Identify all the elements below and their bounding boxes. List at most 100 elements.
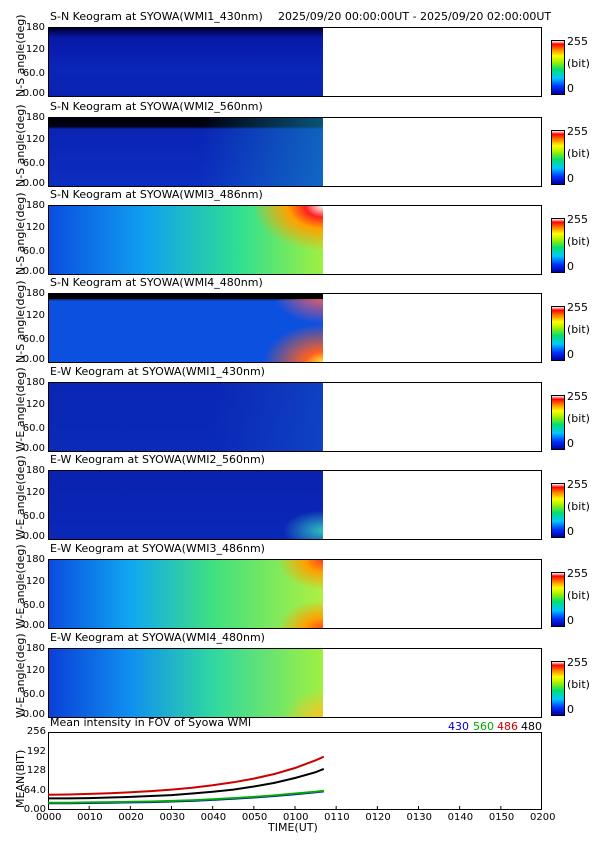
y-tick-label: 0.00: [22, 88, 45, 100]
keogram-image: [49, 28, 323, 96]
colorbar: [551, 395, 565, 450]
colorbar: [551, 306, 565, 361]
y-tick-label: 60.0: [22, 333, 45, 345]
keogram-title: S-N Keogram at SYOWA(WMI2_560nm): [50, 100, 263, 113]
y-tick-label: 120: [25, 487, 45, 499]
keogram-image: [49, 649, 323, 717]
colorbar-unit-label: (bit): [567, 323, 590, 336]
colorbar-min-label: 0: [567, 525, 574, 538]
colorbar-max-label: 255: [567, 125, 588, 138]
keogram-plot: [48, 117, 542, 187]
colorbar: [551, 572, 565, 627]
keogram-image: [49, 560, 323, 628]
mean-x-tick-label: 0020: [118, 812, 144, 823]
mean-x-tick-label: 0030: [159, 812, 185, 823]
series-line-486: [48, 755, 325, 796]
mean-ylabel: MEAN(BIT): [14, 749, 27, 808]
keogram-plot: [48, 27, 542, 97]
colorbar-unit-label: (bit): [567, 235, 590, 248]
y-tick-label: 0.00: [22, 266, 45, 278]
colorbar-max-label: 255: [567, 567, 588, 580]
keogram-image: [49, 294, 323, 362]
mean-x-tick-label: 0040: [200, 812, 227, 823]
y-tick-label: 180: [25, 200, 45, 212]
mean-x-tick-label: 0150: [488, 812, 515, 823]
mean-x-tick-label: 0110: [324, 812, 350, 823]
mean-y-tick-label: 256: [26, 726, 46, 737]
colorbar-unit-label: (bit): [567, 589, 590, 602]
keogram-plot: [48, 205, 542, 275]
colorbar-max-label: 255: [567, 301, 588, 314]
y-tick-label: 180: [25, 554, 45, 566]
keogram-plot: [48, 293, 542, 363]
keogram-image: [49, 471, 323, 539]
mean-y-tick-label: 0.00: [23, 804, 46, 815]
colorbar-min-label: 0: [567, 260, 574, 273]
y-tick-label: 60.0: [22, 688, 45, 700]
mean-intensity-chart: [48, 732, 542, 810]
y-tick-label: 120: [25, 134, 45, 146]
keogram-title: E-W Keogram at SYOWA(WMI4_480nm): [50, 631, 265, 644]
legend-480: 480: [521, 720, 542, 733]
mean-x-tick-label: 0200: [530, 812, 556, 823]
series-line-560: [48, 789, 324, 804]
keogram-plot: [48, 470, 542, 540]
mean-y-tick-label: 128: [26, 765, 46, 776]
series-line-480: [48, 767, 325, 800]
keogram-plot: [48, 648, 542, 718]
colorbar-unit-label: (bit): [567, 500, 590, 513]
colorbar-min-label: 0: [567, 82, 574, 95]
keogram-image: [49, 118, 323, 186]
keogram-title: E-W Keogram at SYOWA(WMI3_486nm): [50, 542, 265, 555]
header-range: 2025/09/20 00:00:00UT - 2025/09/20 02:00…: [278, 10, 552, 23]
mean-y-tick-label: 64.0: [23, 784, 46, 796]
y-tick-label: 0.00: [22, 709, 45, 721]
y-tick-label: 0.00: [22, 531, 45, 543]
y-tick-label: 0.00: [22, 443, 45, 455]
y-tick-label: 60.0: [22, 245, 45, 257]
mean-y-tick-label: 192: [26, 745, 46, 757]
keogram-title: S-N Keogram at SYOWA(WMI3_486nm): [50, 188, 263, 201]
colorbar: [551, 661, 565, 716]
y-tick-label: 180: [25, 288, 45, 300]
mean-x-tick-label: 0050: [241, 812, 268, 823]
keogram-image: [49, 206, 323, 274]
colorbar-unit-label: (bit): [567, 57, 590, 70]
y-tick-label: 180: [25, 22, 45, 34]
legend-486: 486: [497, 720, 518, 733]
y-tick-label: 120: [25, 665, 45, 677]
colorbar-unit-label: (bit): [567, 678, 590, 691]
colorbar-min-label: 0: [567, 437, 574, 450]
y-tick-label: 180: [25, 465, 45, 477]
mean-x-tick-label: 0000: [36, 812, 62, 823]
keogram-title: S-N Keogram at SYOWA(WMI1_430nm): [50, 10, 263, 23]
keogram-image: [49, 383, 323, 451]
keogram-title: S-N Keogram at SYOWA(WMI4_480nm): [50, 276, 263, 289]
keogram-title: E-W Keogram at SYOWA(WMI1_430nm): [50, 365, 265, 378]
mean-x-tick-label: 0140: [447, 812, 474, 823]
colorbar-unit-label: (bit): [567, 147, 590, 160]
mean-x-tick-label: 0120: [365, 812, 391, 823]
keogram-plot: [48, 382, 542, 452]
y-tick-label: 60.0: [22, 422, 45, 434]
colorbar: [551, 40, 565, 95]
y-tick-label: 120: [25, 222, 45, 234]
y-tick-label: 60.0: [22, 510, 45, 522]
y-tick-label: 0.00: [22, 620, 45, 632]
colorbar-min-label: 0: [567, 348, 574, 361]
colorbar-max-label: 255: [567, 35, 588, 48]
mean-x-tick-label: 0130: [406, 812, 432, 823]
mean-xlabel: TIME(UT): [268, 821, 318, 834]
y-tick-label: 0.00: [22, 354, 45, 366]
keogram-plot: [48, 559, 542, 629]
mean-x-tick-label: 0010: [77, 812, 103, 823]
y-tick-label: 0.00: [22, 178, 45, 190]
colorbar-unit-label: (bit): [567, 412, 590, 425]
y-tick-label: 120: [25, 576, 45, 588]
colorbar-max-label: 255: [567, 656, 588, 669]
colorbar-max-label: 255: [567, 213, 588, 226]
y-tick-label: 180: [25, 112, 45, 124]
colorbar: [551, 483, 565, 538]
legend-430: 430: [448, 720, 469, 733]
colorbar-min-label: 0: [567, 172, 574, 185]
